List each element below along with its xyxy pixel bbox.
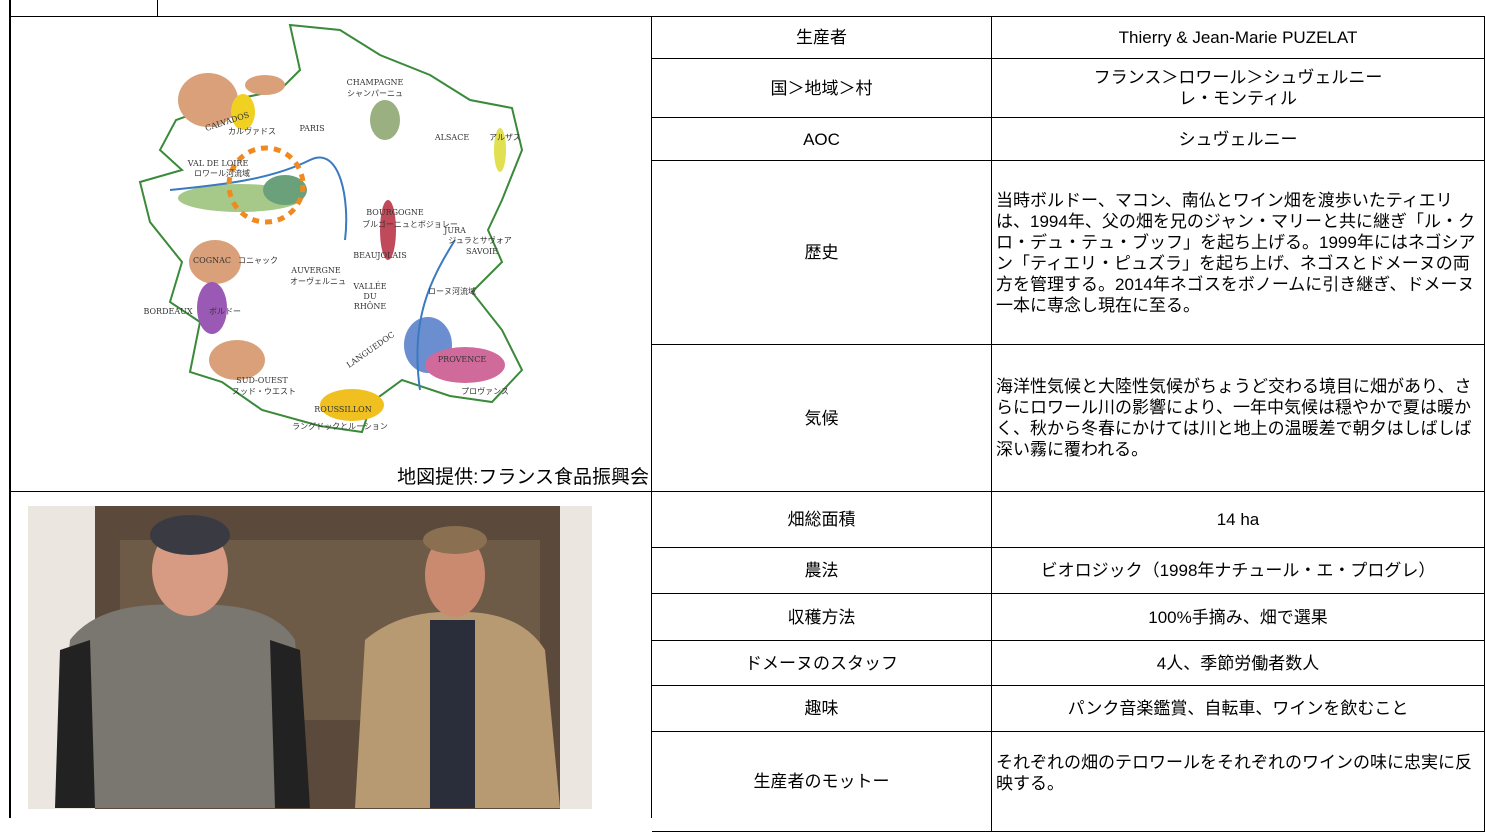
map-label: PARIS [299,124,324,133]
map-label: ジュラとサヴォア [448,235,511,245]
row-value: 海洋性気候と大陸性気候がちょうど交わる境目に畑があり、さらにロワール川の影響によ… [992,345,1485,492]
map-label: SUD-OUEST [236,376,288,385]
map-label: AUVERGNE [290,266,341,275]
row-value: フランス＞ロワール＞シュヴェルニー レ・モンティル [992,59,1485,118]
map-label: COGNAC [193,256,231,265]
map-label: ボルドー [209,307,241,316]
map-label: カルヴァドス [228,126,276,136]
map-label: コニャック [238,256,278,265]
row-label: AOC [652,118,992,161]
map-label: PROVENCE [438,355,487,364]
top-strip-divider [157,0,158,17]
row-value: 4人、季節労働者数人 [992,641,1485,686]
map-label: CHAMPAGNE [347,78,404,87]
loire-river [169,156,348,241]
map-label: RHÔNE [354,302,387,311]
region-loire-2 [263,175,307,205]
top-strip-border [10,16,1485,17]
map-label: BEAUJOLAIS [353,251,407,260]
map-label: SAVOIE [466,247,498,256]
region-calvados-yellow [231,94,255,130]
map-label: JURA [443,226,466,235]
image-divider [10,491,652,492]
row-value: 14 ha [992,492,1485,548]
map-label: BORDEAUX [143,307,192,316]
map-label: VAL DE LOIRE [187,159,249,168]
map-label: ROUSSILLON [314,405,372,414]
row-label: 生産者のモットー [652,732,992,832]
row-label: 歴史 [652,161,992,345]
region-burgundy [380,200,396,260]
region-bordeaux [197,282,227,334]
sheet-left-border [9,0,11,818]
right-man-hair [423,526,487,554]
map-label: ラングドックとルーション [292,421,388,431]
map-label: シャンパーニュ [347,89,403,98]
row-label: 趣味 [652,686,992,732]
left-man-arm [55,640,310,808]
right-man-head [425,533,485,617]
row-value: シュヴェルニー [992,118,1485,161]
row-label: 畑総面積 [652,492,992,548]
row-label: 生産者 [652,17,992,59]
left-man-hair [150,515,230,555]
map-label: プロヴァンス [461,386,509,396]
map-label: ブルゴーニュとボジョレー [362,219,458,229]
map-label: オーヴェルニュ [290,276,346,286]
left-man-body [55,604,310,808]
row-value: 100%手摘み、畑で選果 [992,594,1485,641]
right-man-sweater [430,620,475,808]
row-label: 国＞地域＞村 [652,59,992,118]
row-value: Thierry & Jean-Marie PUZELAT [992,17,1485,59]
row-label: 収穫方法 [652,594,992,641]
row-value: ビオロジック（1998年ナチュール・エ・プログレ） [992,548,1485,594]
map-label: ロワール河流域 [194,168,250,178]
region-normandy [245,75,285,95]
rhone-river [416,239,456,391]
map-label: VALLÉE [352,282,386,291]
row-label: ドメーヌのスタッフ [652,641,992,686]
region-provence [425,347,505,383]
region-calvados [178,73,238,127]
producer-photo [28,506,592,809]
row-value: 当時ボルドー、マコン、南仏とワイン畑を渡歩いたティエリは、1994年、父の畑を兄… [992,161,1485,345]
map-label: ALSACE [434,133,469,142]
column-divider [651,17,652,818]
row-value: それぞれの畑のテロワールをそれぞれのワインの味に忠実に反映する。 [992,732,1485,832]
row-label: 農法 [652,548,992,594]
map-label: DU [363,292,376,301]
region-sud-ouest [209,340,265,380]
row-label: 気候 [652,345,992,492]
map-label: スッド・ウエスト [232,387,296,396]
region-champagne [370,100,400,140]
map-label: BOURGOGNE [366,208,424,217]
map-label: ローヌ河流域 [428,286,476,296]
map-credit: 地図提供:フランス食品振興会 [397,467,649,488]
region-cognac [189,240,241,284]
map-label: アルザス [489,133,521,142]
region-roussillon [320,389,384,421]
region-alsace [494,128,506,172]
row-value: パンク音楽鑑賞、自転車、ワインを飲むこと [992,686,1485,732]
highlight-circle [226,145,306,225]
